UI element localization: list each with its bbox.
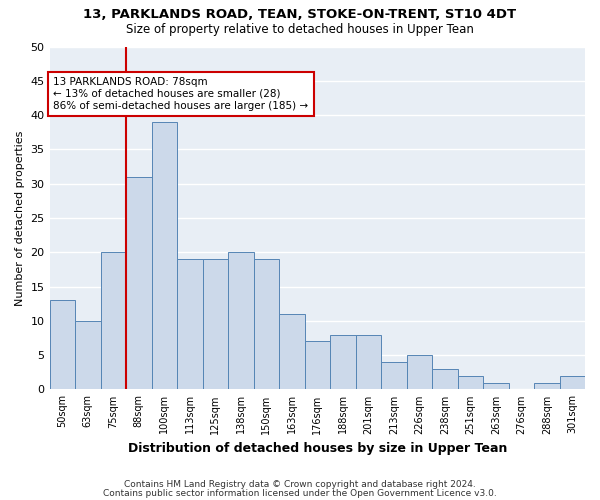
Bar (560, 376, 585, 390)
Bar (203, 259, 228, 390)
Bar (254, 259, 279, 390)
Bar (126, 177, 152, 390)
Bar (75, 321, 101, 390)
Bar (356, 334, 381, 390)
Y-axis label: Number of detached properties: Number of detached properties (15, 130, 25, 306)
Bar (279, 314, 305, 390)
X-axis label: Distribution of detached houses by size in Upper Tean: Distribution of detached houses by size … (128, 442, 507, 455)
Text: 13 PARKLANDS ROAD: 78sqm
← 13% of detached houses are smaller (28)
86% of semi-d: 13 PARKLANDS ROAD: 78sqm ← 13% of detach… (53, 78, 308, 110)
Bar (458, 376, 483, 390)
Text: 13, PARKLANDS ROAD, TEAN, STOKE-ON-TRENT, ST10 4DT: 13, PARKLANDS ROAD, TEAN, STOKE-ON-TRENT… (83, 8, 517, 20)
Text: Contains public sector information licensed under the Open Government Licence v3: Contains public sector information licen… (103, 488, 497, 498)
Bar (152, 122, 177, 390)
Text: Contains HM Land Registry data © Crown copyright and database right 2024.: Contains HM Land Registry data © Crown c… (124, 480, 476, 489)
Bar (228, 252, 254, 390)
Bar (534, 382, 560, 390)
Bar (407, 355, 432, 390)
Text: Size of property relative to detached houses in Upper Tean: Size of property relative to detached ho… (126, 22, 474, 36)
Bar (50, 300, 75, 390)
Bar (177, 259, 203, 390)
Bar (305, 342, 330, 390)
Bar (101, 252, 126, 390)
Bar (432, 369, 458, 390)
Bar (330, 334, 356, 390)
Bar (483, 382, 509, 390)
Bar (381, 362, 407, 390)
